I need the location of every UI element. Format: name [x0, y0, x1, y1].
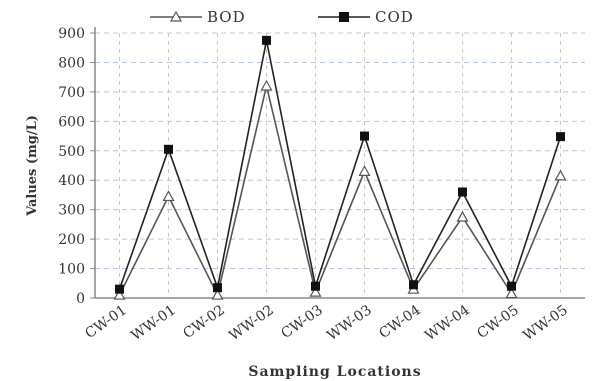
point-bod — [211, 288, 224, 300]
x-tick-label: WW-01 — [128, 302, 178, 344]
point-cod — [360, 131, 369, 141]
y-axis-title: Values (mg/L) — [25, 115, 40, 217]
x-tick-label: WW-02 — [226, 302, 276, 344]
y-tick-label: 500 — [58, 144, 85, 160]
series-line-bod — [118, 85, 562, 298]
x-axis-title: Sampling Locations — [248, 364, 421, 380]
point-bod — [456, 210, 469, 222]
x-tick-label: CW-03 — [278, 302, 325, 342]
y-tick-label: 800 — [58, 55, 85, 71]
x-tick-label: WW-04 — [422, 302, 472, 344]
y-tick-label: 600 — [58, 114, 85, 130]
point-bod — [505, 287, 518, 299]
series-line-cod — [118, 40, 562, 291]
x-tick-label: CW-04 — [376, 302, 423, 342]
point-bod — [358, 165, 371, 176]
y-tick-label: 700 — [58, 85, 85, 101]
point-cod — [556, 132, 565, 142]
point-bod — [113, 288, 126, 300]
point-bod — [162, 190, 175, 202]
y-tick-label: 0 — [76, 291, 85, 307]
y-tick-label: 300 — [58, 203, 85, 219]
point-cod — [311, 281, 320, 291]
x-tick-label: CW-05 — [474, 302, 521, 342]
x-tick-label: CW-02 — [180, 302, 227, 342]
point-cod — [409, 280, 418, 290]
point-cod — [507, 281, 516, 291]
y-tick-labels: 0 100 200 300 400 500 600 700 800 900 — [58, 26, 85, 307]
x-tick-label: WW-05 — [520, 302, 570, 344]
legend-marker-bod — [169, 10, 183, 22]
point-cod — [458, 187, 467, 197]
data-series — [113, 35, 567, 300]
y-tick-label: 900 — [58, 26, 85, 42]
point-cod — [115, 284, 124, 294]
y-tick-label: 200 — [58, 232, 85, 248]
point-bod — [309, 285, 322, 297]
point-bod — [260, 79, 273, 91]
y-tick-label: 100 — [58, 262, 85, 278]
y-tick-label: 400 — [58, 173, 85, 189]
x-tick-label: CW-01 — [82, 302, 129, 342]
legend-label-bod: BOD — [207, 8, 246, 26]
point-cod — [213, 283, 222, 293]
legend: BOD COD — [150, 8, 414, 26]
axes — [90, 27, 585, 299]
grid-lines — [95, 32, 585, 298]
x-tick-label: WW-03 — [324, 302, 374, 344]
point-bod — [554, 169, 567, 181]
legend-marker-cod — [339, 12, 349, 22]
legend-label-cod: COD — [375, 8, 414, 26]
point-cod — [164, 144, 173, 154]
point-cod — [262, 35, 271, 45]
